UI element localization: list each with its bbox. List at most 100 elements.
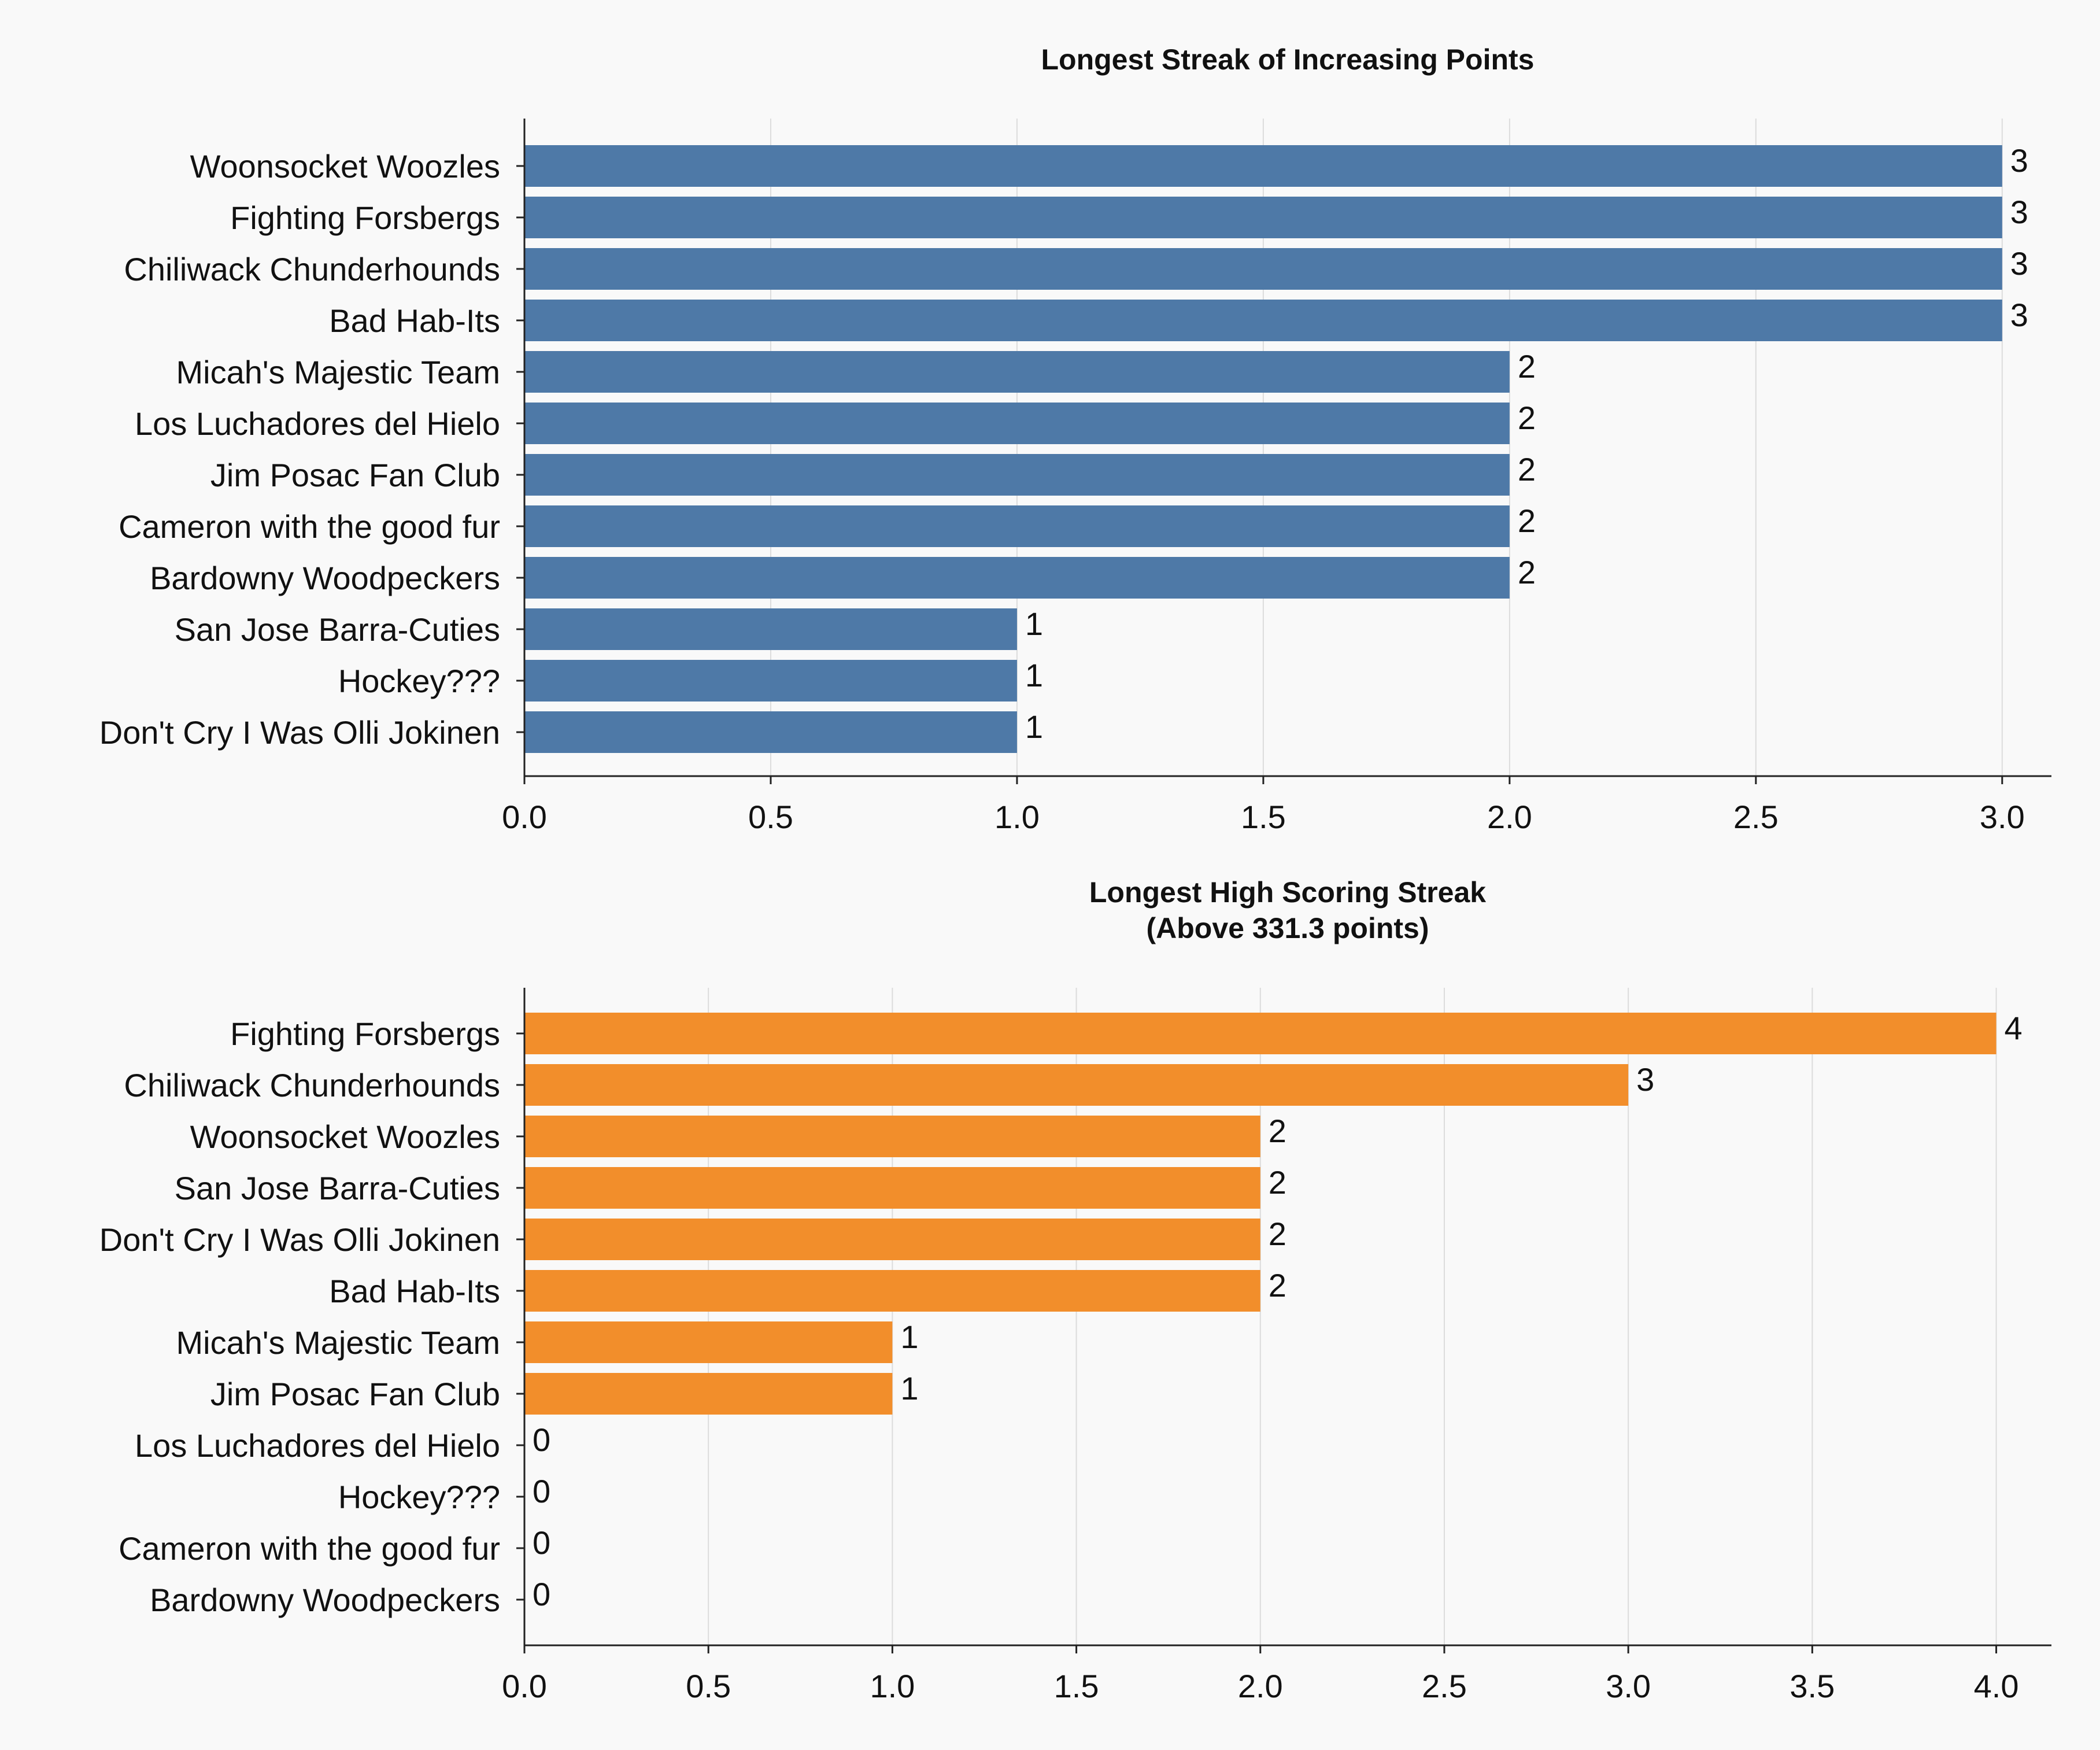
data-label: 2	[1518, 503, 1536, 539]
category-label: Fighting Forsbergs	[230, 1016, 500, 1052]
category-label: Bardowny Woodpeckers	[150, 1582, 500, 1618]
category-label: Woonsocket Woozles	[190, 148, 500, 184]
bar	[524, 248, 2002, 290]
data-label: 3	[1636, 1061, 1654, 1098]
category-label: San Jose Barra-Cuties	[175, 611, 500, 648]
data-label: 2	[1518, 400, 1536, 436]
bar	[524, 557, 1510, 599]
x-tick-label: 2.5	[1733, 799, 1779, 835]
x-tick-label: 3.5	[1790, 1668, 1835, 1704]
data-label: 1	[900, 1370, 918, 1406]
x-tick-label: 2.5	[1422, 1668, 1467, 1704]
data-label: 4	[2005, 1010, 2023, 1046]
bar	[524, 454, 1510, 496]
data-label: 0	[533, 1422, 550, 1458]
data-label: 1	[1025, 606, 1043, 642]
bar	[524, 608, 1017, 650]
chart-subtitle: (Above 331.3 points)	[1147, 912, 1429, 944]
x-tick-label: 1.0	[870, 1668, 915, 1704]
category-label: Micah's Majestic Team	[176, 1324, 501, 1361]
x-tick-label: 0.5	[748, 799, 793, 835]
x-tick-label: 0.5	[686, 1668, 731, 1704]
data-labels: 4 3 2 2 2 2 1 1 0 0 0 0	[533, 1010, 2023, 1612]
x-tick-label: 4.0	[1974, 1668, 2019, 1704]
category-label: Chiliwack Chunderhounds	[124, 251, 500, 287]
data-label: 2	[1269, 1267, 1286, 1304]
bars	[524, 1013, 1997, 1415]
chart-title: Longest Streak of Increasing Points	[1041, 43, 1535, 76]
data-label: 3	[2010, 245, 2028, 282]
category-label: Don't Cry I Was Olli Jokinen	[99, 714, 500, 751]
data-label: 0	[533, 1524, 550, 1561]
bar	[524, 660, 1017, 702]
data-label: 3	[2010, 142, 2028, 179]
bar	[524, 1064, 1629, 1106]
category-label: Hockey???	[338, 1479, 500, 1515]
category-label: Bardowny Woodpeckers	[150, 560, 500, 596]
category-label: Los Luchadores del Hielo	[135, 405, 500, 442]
data-label: 2	[1518, 554, 1536, 590]
category-labels: Woonsocket Woozles Fighting Forsbergs Chil…	[99, 148, 500, 751]
bar	[524, 300, 2002, 341]
x-tick-label: 2.0	[1487, 799, 1532, 835]
bar	[524, 1116, 1260, 1157]
data-label: 0	[533, 1576, 550, 1612]
bar	[524, 1373, 893, 1415]
bar	[524, 505, 1510, 547]
data-label: 2	[1518, 451, 1536, 488]
x-tick-label: 2.0	[1238, 1668, 1283, 1704]
x-tick-label: 3.0	[1606, 1668, 1651, 1704]
data-label: 3	[2010, 194, 2028, 230]
data-label: 0	[533, 1473, 550, 1509]
data-label: 3	[2010, 297, 2028, 333]
axes	[516, 988, 2051, 1653]
x-tick-label: 3.0	[1980, 799, 2025, 835]
bar	[524, 197, 2002, 238]
chart-panel-increasing-points: Longest Streak of Increasing Points Woon…	[99, 43, 2051, 835]
x-tick-label: 0.0	[502, 799, 547, 835]
category-label: Hockey???	[338, 663, 500, 699]
category-labels: Fighting Forsbergs Chiliwack Chunderhound…	[99, 1016, 500, 1618]
data-label: 2	[1518, 348, 1536, 385]
data-labels: 3 3 3 3 2 2 2 2 2 1 1 1	[1025, 142, 2028, 745]
bar	[524, 711, 1017, 753]
data-label: 2	[1269, 1113, 1286, 1149]
bar	[524, 1219, 1260, 1260]
bar	[524, 1321, 893, 1363]
data-label: 1	[900, 1319, 918, 1355]
chart-panel-high-scoring: Longest High Scoring Streak (Above 331.3…	[99, 876, 2051, 1704]
category-label: Micah's Majestic Team	[176, 354, 501, 390]
bar	[524, 351, 1510, 393]
category-label: Bad Hab-Its	[329, 1273, 500, 1309]
x-tick-labels: 0.0 0.5 1.0 1.5 2.0 2.5 3.0 3.5 4.0	[502, 1668, 2018, 1704]
x-tick-labels: 0.0 0.5 1.0 1.5 2.0 2.5 3.0	[502, 799, 2025, 835]
category-label: Fighting Forsbergs	[230, 200, 500, 236]
bar	[524, 1270, 1260, 1312]
category-label: Cameron with the good fur	[119, 1530, 500, 1567]
bar	[524, 145, 2002, 187]
data-label: 1	[1025, 708, 1043, 745]
data-label: 1	[1025, 657, 1043, 693]
x-tick-label: 1.5	[1054, 1668, 1099, 1704]
x-tick-label: 1.5	[1241, 799, 1286, 835]
category-label: Los Luchadores del Hielo	[135, 1427, 500, 1464]
data-label: 2	[1269, 1216, 1286, 1252]
category-label: Bad Hab-Its	[329, 302, 500, 339]
bars	[524, 145, 2002, 753]
category-label: Cameron with the good fur	[119, 508, 500, 545]
category-label: Woonsocket Woozles	[190, 1118, 500, 1155]
category-label: Don't Cry I Was Olli Jokinen	[99, 1221, 500, 1258]
x-tick-label: 0.0	[502, 1668, 547, 1704]
data-label: 2	[1269, 1164, 1286, 1201]
category-label: Jim Posac Fan Club	[210, 457, 500, 493]
category-label: Jim Posac Fan Club	[210, 1376, 500, 1412]
bar	[524, 403, 1510, 444]
category-label: Chiliwack Chunderhounds	[124, 1067, 500, 1103]
chart-title: Longest High Scoring Streak	[1089, 876, 1486, 909]
bar	[524, 1167, 1260, 1209]
category-label: San Jose Barra-Cuties	[175, 1170, 500, 1206]
axes	[516, 119, 2051, 784]
x-tick-label: 1.0	[994, 799, 1040, 835]
bar	[524, 1013, 1997, 1054]
